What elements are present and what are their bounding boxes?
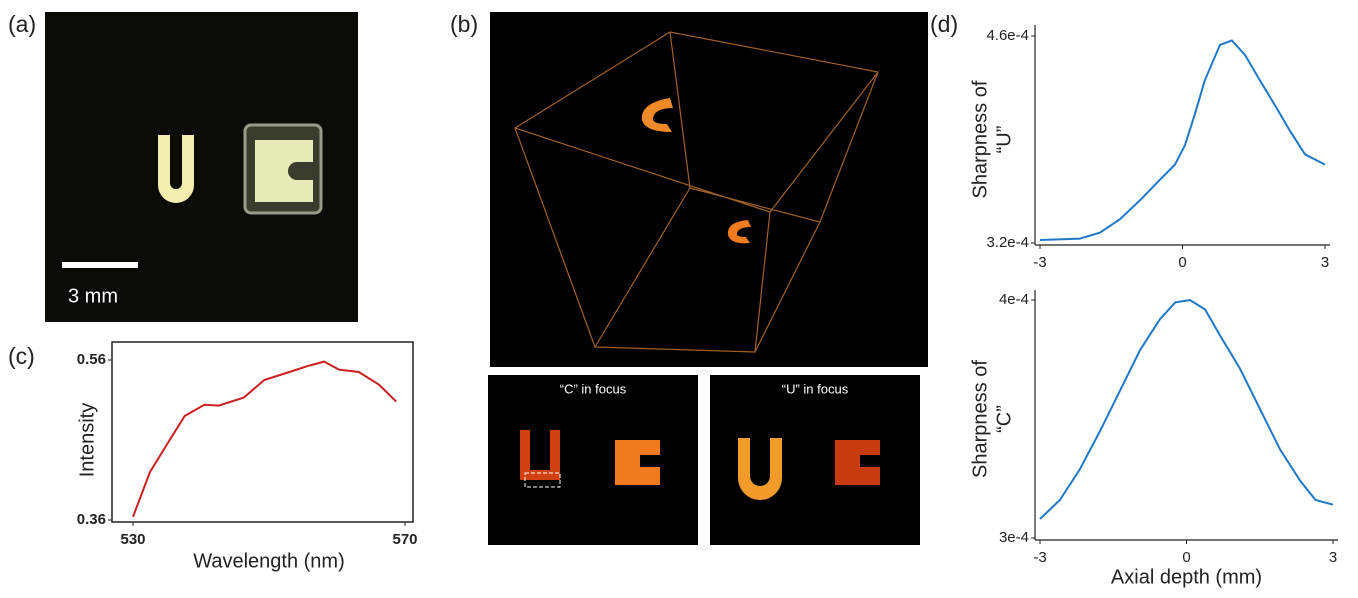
panel-label: (a): [8, 11, 36, 37]
data-line: [1040, 300, 1333, 519]
y-tick-label: 3e-4: [999, 529, 1029, 546]
x-tick-label: 530: [120, 531, 145, 548]
y-tick-label: 4.6e-4: [986, 27, 1029, 44]
y-tick-label: 0.56: [77, 351, 106, 368]
render-3d: [490, 12, 928, 367]
data-line: [133, 362, 396, 517]
x-tick-label: 570: [392, 531, 417, 548]
inset: [488, 375, 698, 545]
panel-label: (b): [450, 11, 478, 37]
scale-label: 3 mm: [68, 285, 118, 307]
x-axis-label: Axial depth (mm): [1111, 566, 1262, 588]
inset-title: “U” in focus: [782, 381, 849, 396]
plot-frame: [112, 342, 413, 522]
x-tick-label: 0: [1182, 549, 1190, 566]
x-tick-label: -3: [1033, 549, 1046, 566]
y-tick-label: 4e-4: [999, 291, 1029, 308]
figure: (a) 3 mm (b) “C” in focus “U” in focus (…: [0, 0, 1358, 598]
y-axis-label: Intensity: [76, 403, 98, 477]
y-tick-label: 0.36: [77, 511, 106, 528]
inset-title: “C” in focus: [560, 381, 627, 396]
panel-label: (c): [8, 343, 35, 369]
scale-bar: [62, 262, 138, 268]
y-axis-label: Sharpness of: [969, 360, 991, 478]
y-tick-label: 3.2e-4: [986, 234, 1029, 251]
x-tick-label: 0: [1178, 254, 1186, 271]
panel-label: (d): [930, 11, 958, 37]
y-axis-label: Sharpness of: [969, 80, 991, 198]
x-tick-label: -3: [1033, 254, 1046, 271]
x-axis-label: Wavelength (nm): [193, 550, 345, 572]
y-axis-label: “U”: [993, 126, 1015, 154]
y-axis-label: “C”: [993, 405, 1015, 433]
data-line: [1040, 40, 1325, 240]
x-tick-label: 3: [1329, 549, 1337, 566]
x-tick-label: 3: [1321, 254, 1329, 271]
